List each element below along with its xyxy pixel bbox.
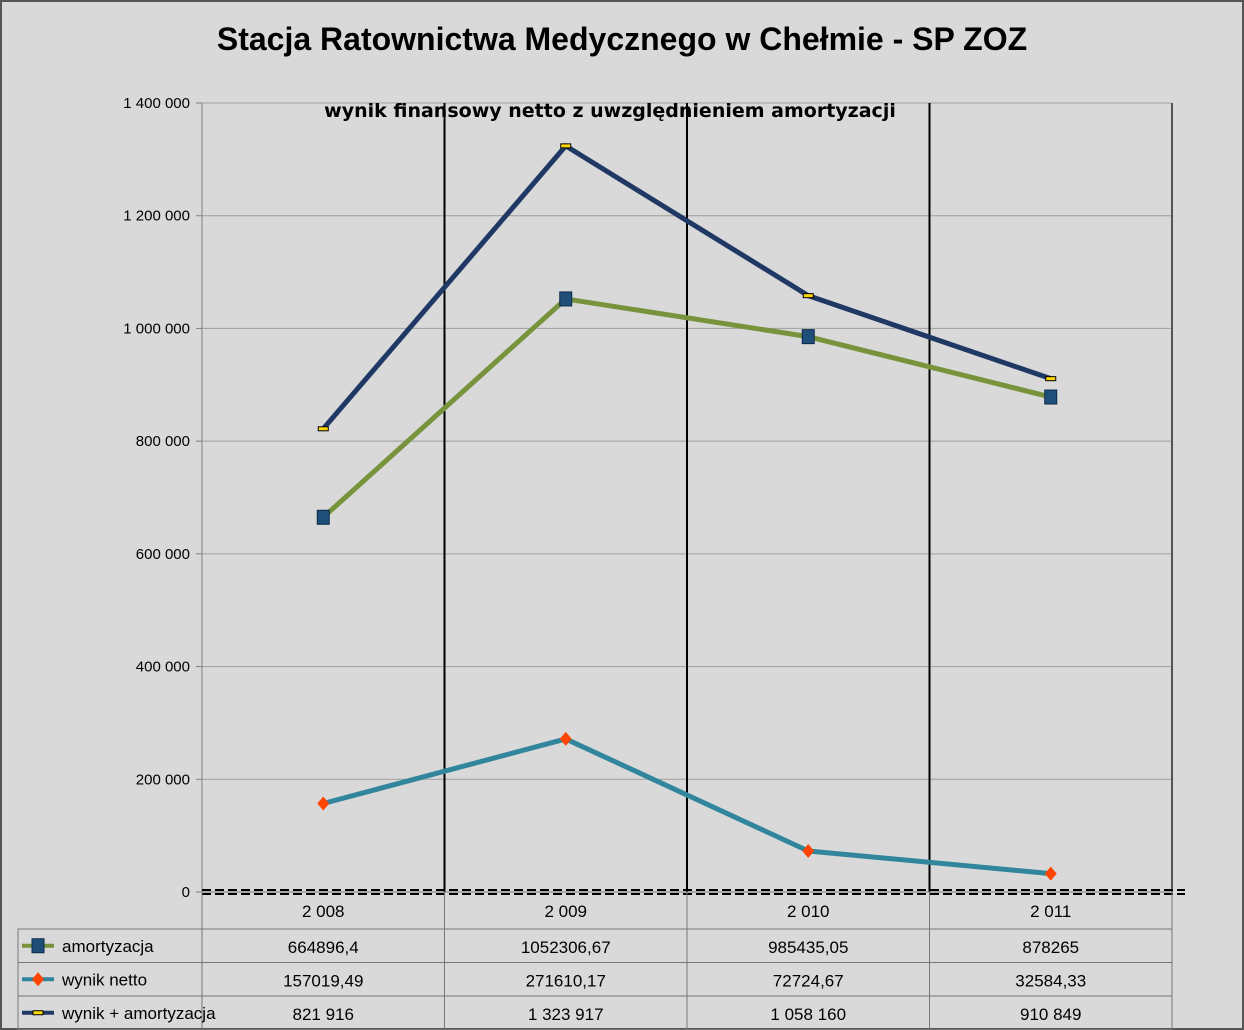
legend-marker [32, 1010, 44, 1016]
data-point [801, 329, 815, 345]
legend-marker [32, 972, 44, 987]
data-value-label: 985435,05 [768, 938, 848, 957]
data-point [317, 796, 330, 811]
data-value-label: 878265 [1022, 938, 1079, 957]
legend-label: amortyzacja [62, 937, 154, 956]
data-point [802, 293, 814, 299]
series-line [321, 296, 1052, 520]
data-point [560, 143, 572, 149]
series-1 [317, 731, 1057, 881]
y-tick-label: 400 000 [136, 659, 190, 676]
series-0 [316, 291, 1058, 525]
data-value-label: 271610,17 [526, 971, 606, 990]
y-tick-label: 200 000 [136, 771, 190, 788]
y-tick-label: 1 000 000 [123, 320, 190, 337]
legend-label: wynik + amortyzacja [61, 1004, 216, 1023]
series-layer [316, 143, 1058, 881]
data-value-label: 157019,49 [283, 971, 363, 990]
series-line [322, 736, 1051, 877]
y-tick-label: 0 [182, 884, 190, 901]
y-tick-label: 1 400 000 [123, 95, 190, 112]
y-axis-ticks: 0 200 000 400 000 600 000 800 000 1 000 000 1 … [123, 95, 202, 901]
x-tick-label: 2 011 [1030, 902, 1071, 921]
data-table: 2 008 2 009 2 010 2 011 amortyzacja 664896,4 1… [17, 891, 1173, 1030]
data-value-label: 72724,67 [773, 971, 844, 990]
data-point [1044, 866, 1057, 881]
series-2 [317, 143, 1057, 432]
data-value-label: 32584,33 [1015, 971, 1086, 990]
series-line [321, 143, 1052, 431]
data-point [1045, 376, 1057, 382]
y-tick-label: 1 200 000 [123, 208, 190, 225]
data-value-label: 1 058 160 [770, 1005, 846, 1024]
data-value-label: 1052306,67 [521, 938, 611, 957]
data-value-label: 664896,4 [288, 938, 359, 957]
y-tick-label: 800 000 [136, 433, 190, 450]
category-dividers [202, 103, 1185, 895]
data-point [317, 426, 329, 432]
data-point [802, 844, 815, 859]
legend-marker [31, 938, 45, 954]
x-tick-label: 2 008 [302, 902, 345, 921]
data-value-label: 910 849 [1020, 1005, 1081, 1024]
chart-subtitle: wynik finansowy netto z uwzględnieniem a… [324, 100, 896, 122]
data-value-label: 1 323 917 [528, 1005, 604, 1024]
legend-label: wynik netto [61, 970, 147, 989]
data-point [559, 731, 572, 746]
data-point [1044, 389, 1058, 405]
data-value-label: 821 916 [293, 1005, 354, 1024]
data-point [316, 509, 330, 525]
y-tick-label: 600 000 [136, 546, 190, 563]
x-tick-label: 2 010 [787, 902, 830, 921]
x-tick-label: 2 009 [544, 902, 587, 921]
chart-title: Stacja Ratownictwa Medycznego w Chełmie … [217, 21, 1027, 57]
data-point [559, 291, 573, 307]
